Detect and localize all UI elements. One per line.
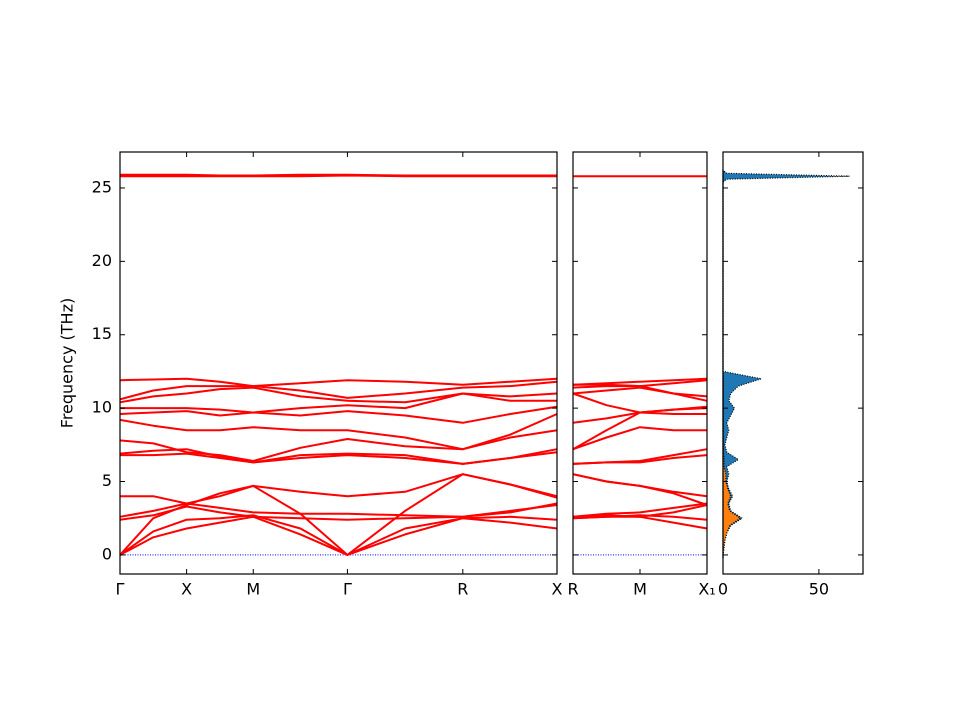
x-tick-label: Γ	[343, 580, 352, 599]
x-tick-label: 0	[718, 580, 728, 599]
y-tick-label: 15	[92, 324, 112, 343]
band-line	[119, 413, 558, 451]
y-tick-label: 5	[102, 471, 112, 490]
x-tick-label: X	[181, 580, 192, 599]
band-line	[572, 386, 708, 402]
band-line	[119, 514, 558, 556]
band-line	[572, 392, 708, 414]
dos-area	[722, 169, 850, 558]
x-tick-label: M	[633, 580, 647, 599]
axes-frame	[722, 151, 864, 575]
band-line	[572, 448, 708, 465]
band-line	[572, 514, 708, 521]
y-tick-label: 25	[92, 177, 112, 196]
x-tick-label: X	[552, 580, 563, 599]
band-line	[572, 473, 708, 498]
band-line	[572, 407, 708, 424]
x-tick-label: M	[246, 580, 260, 599]
y-axis-label: Frequency (THz)	[58, 298, 77, 428]
band-line	[572, 426, 707, 451]
x-tick-label: X₁	[698, 580, 715, 599]
x-tick-label: R	[567, 580, 578, 599]
y-tick-label: 20	[92, 251, 112, 270]
axes-frame	[572, 151, 708, 575]
x-tick-label: Γ	[116, 580, 125, 599]
dos-area	[722, 170, 742, 558]
y-tick-label: 0	[102, 544, 112, 563]
band-line	[119, 386, 558, 404]
band-line	[120, 173, 557, 177]
y-tick-label: 10	[92, 398, 112, 417]
x-tick-label: R	[457, 580, 468, 599]
axes-frame	[119, 151, 558, 575]
band-line	[119, 502, 558, 518]
band-line	[119, 515, 558, 556]
band-line	[119, 405, 558, 424]
band-line	[119, 377, 558, 388]
band-line	[572, 377, 708, 386]
x-tick-label: 50	[809, 580, 829, 599]
band-line	[120, 392, 557, 414]
band-line	[119, 380, 558, 401]
band-line	[572, 502, 708, 518]
band-line	[120, 473, 558, 505]
